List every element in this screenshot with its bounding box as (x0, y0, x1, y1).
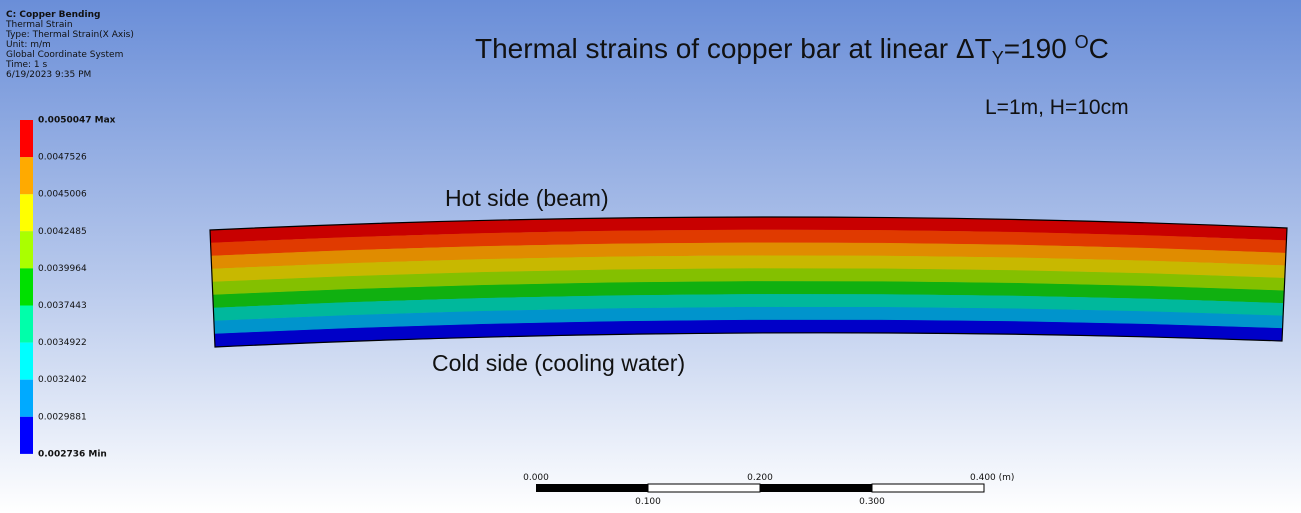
header-line: C: Copper Bending (6, 10, 100, 20)
scale-label: 0.200 (747, 473, 773, 483)
title: Thermal strains of copper bar at linear … (475, 32, 1109, 68)
scale-segment (648, 484, 760, 492)
legend-band (20, 194, 33, 231)
title-end: C (1089, 33, 1109, 64)
annotation: Hot side (beam) (445, 185, 609, 211)
header-line: Type: Thermal Strain(X Axis) (5, 30, 134, 40)
legend-label: 0.0029881 (38, 412, 87, 422)
scale-label: 0.300 (859, 497, 885, 507)
header-line: Thermal Strain (5, 20, 73, 30)
header-line: Global Coordinate System (6, 50, 123, 60)
legend-label: 0.0039964 (38, 264, 87, 274)
title-text: Thermal strains of copper bar at linear … (475, 33, 992, 64)
legend-label: 0.0050047 Max (38, 116, 116, 126)
header-line: Time: 1 s (5, 60, 48, 70)
legend-label: 0.0042485 (38, 227, 87, 237)
legend-band (20, 306, 33, 343)
legend-band (20, 157, 33, 194)
legend-band (20, 120, 33, 157)
legend-label: 0.0037443 (38, 301, 87, 311)
legend-band (20, 417, 33, 454)
viewport: C: Copper BendingThermal StrainType: The… (0, 0, 1301, 513)
scale-segment (760, 484, 872, 492)
beam (210, 217, 1287, 347)
header-line: 6/19/2023 9:35 PM (6, 70, 91, 80)
legend-band (20, 268, 33, 305)
legend-label: 0.0047526 (38, 153, 87, 163)
scale-segment (872, 484, 984, 492)
legend-label: 0.0032402 (38, 375, 87, 385)
legend-band (20, 343, 33, 380)
scale-label: 0.000 (523, 473, 549, 483)
scale-label: 0.400 (m) (970, 473, 1014, 483)
scale-segment (536, 484, 648, 492)
title-sup: O (1075, 32, 1089, 52)
title-mid: =190 (1004, 33, 1075, 64)
legend-label: 0.0034922 (38, 338, 87, 348)
legend-band (20, 231, 33, 268)
legend-band (20, 380, 33, 417)
legend-label: 0.0045006 (38, 190, 87, 200)
legend-label: 0.002736 Min (38, 449, 107, 459)
title-sub: Y (992, 48, 1004, 68)
subtitle: L=1m, H=10cm (985, 96, 1129, 119)
scale-label: 0.100 (635, 497, 661, 507)
header-line: Unit: m/m (6, 40, 51, 50)
annotation: Cold side (cooling water) (432, 350, 685, 376)
